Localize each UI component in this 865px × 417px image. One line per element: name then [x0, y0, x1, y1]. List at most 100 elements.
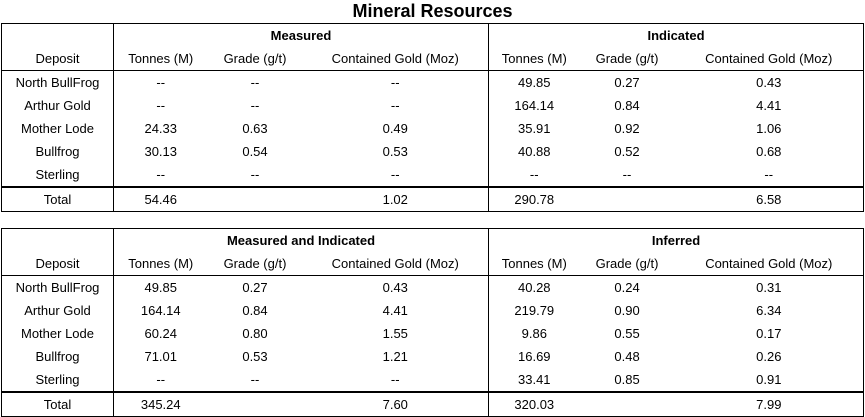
cell-value: -- — [250, 372, 260, 387]
column-header: Tonnes (M) — [113, 47, 208, 71]
cell-value: 0.55 — [614, 326, 640, 341]
cell-value: -- — [113, 70, 208, 94]
column-header: Grade (g/t) — [579, 47, 675, 71]
cell-value: 164.14 — [514, 98, 555, 113]
cell-value: 0.84 — [614, 98, 640, 113]
total-value: 290.78 — [488, 186, 580, 212]
total-value — [579, 186, 675, 212]
cell-value: 0.80 — [242, 326, 268, 341]
column-header: Tonnes (M) — [488, 252, 580, 276]
cell-value: 4.41 — [302, 299, 490, 322]
page-title: Mineral Resources — [352, 1, 513, 21]
cell-value: 0.53 — [302, 140, 490, 163]
cell-value: 0.43 — [302, 275, 490, 299]
column-header: Tonnes (M) — [113, 252, 208, 276]
cell-value: 24.33 — [144, 121, 178, 136]
deposit-name: Arthur Gold — [1, 94, 114, 117]
cell-value: 4.41 — [756, 98, 782, 113]
table-row: Mother Lode 60.24 0.80 1.55 9.86 0.55 0.17 — [1, 322, 864, 345]
cell-value: -- — [156, 98, 166, 113]
total-value: 320.03 — [488, 391, 580, 417]
cell-value: 0.90 — [614, 303, 640, 318]
column-header: Contained Gold (Moz) — [674, 252, 864, 276]
deposit-name: Arthur Gold — [1, 299, 114, 322]
table-row: Arthur Gold 164.14 0.84 4.41 219.79 0.90 6.34 — [1, 299, 864, 322]
cell-value: 0.53 — [242, 349, 268, 364]
total-label: Total — [1, 391, 114, 417]
cell-value: 35.91 — [517, 121, 551, 136]
cell-value: -- — [764, 167, 774, 182]
cell-value: -- — [302, 94, 490, 117]
cell-value: 0.85 — [614, 372, 640, 387]
cell-value: 0.17 — [756, 326, 782, 341]
cell-value: 0.92 — [614, 121, 640, 136]
deposit-name: Sterling — [1, 163, 114, 187]
table-row: Mother Lode 24.33 0.63 0.49 35.91 0.92 1.06 — [1, 117, 864, 140]
cell-value: 0.27 — [207, 275, 303, 299]
deposit-name: Mother Lode — [1, 322, 114, 345]
total-value — [579, 391, 675, 417]
cell-value: 40.28 — [488, 275, 580, 299]
cell-value: 9.86 — [521, 326, 547, 341]
cell-value: -- — [302, 368, 490, 392]
total-value — [207, 391, 303, 417]
cell-value: 0.31 — [674, 275, 864, 299]
cell-value: -- — [156, 372, 166, 387]
cell-value: 0.49 — [302, 117, 490, 140]
table-row: Bullfrog 71.01 0.53 1.21 16.69 0.48 0.26 — [1, 345, 864, 368]
cell-value: -- — [207, 70, 303, 94]
cell-value: 16.69 — [518, 349, 551, 364]
total-label: Total — [1, 186, 114, 212]
cell-value: 0.63 — [242, 121, 268, 136]
cell-value: -- — [302, 70, 490, 94]
total-value: 7.60 — [302, 391, 490, 417]
cell-value: 0.52 — [614, 144, 640, 159]
cell-value: 1.06 — [756, 121, 782, 136]
group-header-inferred: Inferred — [651, 233, 701, 248]
cell-value: 33.41 — [518, 372, 551, 387]
cell-value: -- — [302, 163, 490, 187]
deposit-name: North BullFrog — [1, 275, 114, 299]
cell-value: 0.24 — [579, 275, 675, 299]
group-header-indicated: Indicated — [647, 28, 705, 43]
cell-value: 1.21 — [302, 345, 490, 368]
cell-value: 60.24 — [144, 326, 178, 341]
table-row: Sterling -- -- -- -- -- -- — [1, 163, 864, 187]
column-header: Grade (g/t) — [579, 252, 675, 276]
column-header: Contained Gold (Moz) — [674, 47, 864, 71]
column-header: Tonnes (M) — [488, 47, 580, 71]
total-value: 6.58 — [674, 186, 864, 212]
cell-value: 0.48 — [614, 349, 640, 364]
cell-value: 30.13 — [144, 144, 178, 159]
cell-value: 0.68 — [756, 144, 782, 159]
cell-value: -- — [622, 167, 632, 182]
cell-value: 0.43 — [674, 70, 864, 94]
total-value: 345.24 — [113, 391, 208, 417]
cell-value: 219.79 — [514, 303, 555, 318]
group-header-measured: Measured — [113, 23, 490, 47]
column-header: Grade (g/t) — [207, 47, 303, 71]
cell-value: 49.85 — [488, 70, 580, 94]
total-value: 1.02 — [302, 186, 490, 212]
group-header-measured-and-indicated: Measured and Indicated — [113, 228, 490, 252]
cell-value: -- — [250, 98, 260, 113]
deposit-name: North BullFrog — [1, 70, 114, 94]
table-row: North BullFrog 49.85 0.27 0.43 40.28 0.24 0.31 — [1, 275, 864, 299]
deposit-name: Bullfrog — [1, 345, 114, 368]
cell-value: 6.34 — [756, 303, 782, 318]
table-row: Arthur Gold -- -- -- 164.14 0.84 4.41 — [1, 94, 864, 117]
total-row: Total 54.46 1.02 290.78 6.58 — [1, 186, 864, 212]
table-row: Sterling -- -- -- 33.41 0.85 0.91 — [1, 368, 864, 392]
cell-value: 0.91 — [756, 372, 782, 387]
column-header-deposit: Deposit — [1, 47, 114, 71]
mi-inferred-table: Measured and Indicated Inferred Deposit T… — [1, 228, 865, 417]
total-value — [207, 186, 303, 212]
cell-value: 0.27 — [579, 70, 675, 94]
cell-value: 40.88 — [517, 144, 551, 159]
cell-value: -- — [250, 167, 260, 182]
cell-value: 0.26 — [756, 349, 782, 364]
cell-value: 1.55 — [302, 322, 490, 345]
deposit-name: Sterling — [1, 368, 114, 392]
total-row: Total 345.24 7.60 320.03 7.99 — [1, 391, 864, 417]
column-header: Contained Gold (Moz) — [302, 47, 490, 71]
